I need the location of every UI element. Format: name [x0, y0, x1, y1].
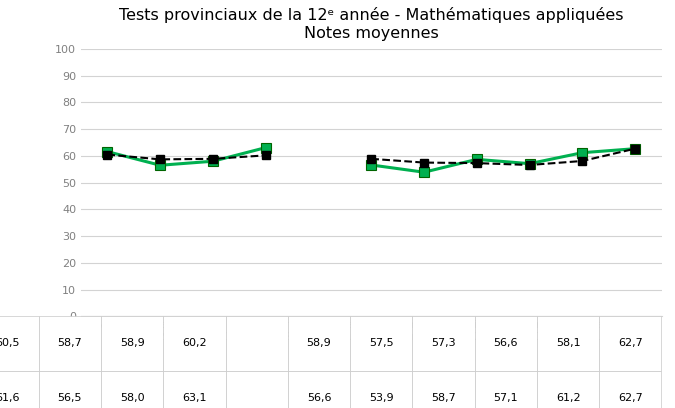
PINE CREEK: [156, 163, 164, 168]
Line: PINE CREEK: PINE CREEK: [103, 143, 271, 170]
PINE CREEK: [103, 149, 111, 154]
TAUX PROVINCIAL: [262, 153, 270, 158]
TAUX PROVINCIAL: [209, 156, 217, 161]
TAUX PROVINCIAL: [103, 152, 111, 157]
Line: TAUX PROVINCIAL: TAUX PROVINCIAL: [103, 151, 270, 164]
PINE CREEK: [262, 145, 270, 150]
Title: Tests provinciaux de la 12ᵉ année - Mathématiques appliquées
Notes moyennes: Tests provinciaux de la 12ᵉ année - Math…: [119, 7, 624, 41]
PINE CREEK: [209, 159, 217, 164]
TAUX PROVINCIAL: [156, 157, 164, 162]
